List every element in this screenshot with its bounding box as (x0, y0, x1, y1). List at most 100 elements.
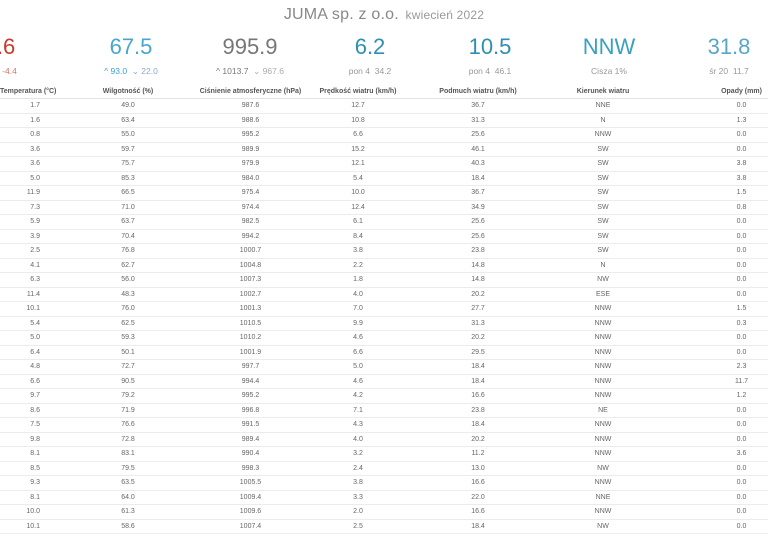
table-cell: 1010.5 (198, 316, 303, 331)
table-cell: 5.4 (0, 316, 58, 331)
arrow-up-icon: ^ (104, 66, 109, 76)
table-cell: 20.2 (413, 287, 543, 302)
table-cell: NNW (543, 388, 663, 404)
table-cell: 2.3 (663, 359, 768, 375)
table-cell: NNW (543, 330, 663, 346)
table-row: 5.9 63.7 982.5 6.1 25.6 SW 0.0 (0, 214, 768, 230)
table-cell: 40.3 (413, 156, 543, 172)
table-cell: SW (543, 229, 663, 244)
table-cell: 79.2 (58, 388, 198, 404)
table-cell: 998.3 (198, 461, 303, 476)
table-cell: 989.4 (198, 432, 303, 447)
table-row: 8.5 79.5 998.3 2.4 13.0 NW 0.0 (0, 461, 768, 476)
table-cell: 83.1 (58, 446, 198, 462)
table-cell: 59.7 (58, 142, 198, 157)
table-cell: 994.2 (198, 229, 303, 244)
table-cell: 0.0 (663, 432, 768, 447)
table-cell: 48.3 (58, 287, 198, 302)
table-row: 5.0 59.3 1010.2 4.6 20.2 NNW 0.0 (0, 330, 768, 346)
table-cell: 2.2 (303, 258, 413, 273)
table-cell: 10.1 (0, 519, 58, 534)
table-row: 7.3 71.0 974.4 12.4 34.9 SW 0.8 (0, 200, 768, 215)
table-cell: 3.8 (303, 243, 413, 259)
table-cell: N (543, 258, 663, 273)
table-cell: 3.8 (303, 475, 413, 491)
table-cell: ESE (543, 287, 663, 302)
table-row: 10.1 58.6 1007.4 2.5 18.4 NW 0.0 (0, 519, 768, 534)
table-row: 5.4 62.5 1010.5 9.9 31.3 NNW 0.3 (0, 316, 768, 331)
table-cell: 36.7 (413, 185, 543, 201)
table-cell: 12.1 (303, 156, 413, 172)
table-cell: 11.7 (663, 374, 768, 389)
table-cell: 70.4 (58, 229, 198, 244)
table-cell: 989.9 (198, 142, 303, 157)
table-cell: 34.9 (413, 200, 543, 215)
table-cell: 29.5 (413, 345, 543, 360)
humidity-min: 22.0 (141, 66, 158, 76)
table-cell: 18.4 (413, 374, 543, 389)
table-cell: 4.0 (303, 432, 413, 447)
table-cell: 988.6 (198, 113, 303, 128)
table-cell: 85.3 (58, 171, 198, 186)
table-cell: 0.0 (663, 287, 768, 302)
table-cell: 72.7 (58, 359, 198, 375)
table-cell: 18.4 (413, 359, 543, 375)
table-cell: SW (543, 156, 663, 172)
table-row: 9.8 72.8 989.4 4.0 20.2 NNW 0.0 (0, 432, 768, 447)
table-cell: 50.1 (58, 345, 198, 360)
table-cell: 56.0 (58, 272, 198, 288)
table-cell: 25.6 (413, 229, 543, 244)
table-cell: 0.0 (663, 403, 768, 418)
table-cell: NNW (543, 504, 663, 520)
table-cell: 20.2 (413, 330, 543, 346)
table-cell: 1001.3 (198, 301, 303, 317)
table-cell: 6.6 (303, 345, 413, 360)
table-cell: 1002.7 (198, 287, 303, 302)
table-cell: NNW (543, 432, 663, 447)
table-cell: 16.6 (413, 388, 543, 404)
stat-humidity-value: 67.5 (109, 34, 153, 59)
table-cell: 23.8 (413, 243, 543, 259)
table-cell: N (543, 113, 663, 128)
stat-wind-speed: 6.2 pon 4 34.2 (310, 34, 430, 76)
wind-speed-max-day: pon 4 (348, 66, 370, 76)
table-row: 8.6 71.9 996.8 7.1 23.8 NE 0.0 (0, 403, 768, 418)
table-cell: 0.0 (663, 243, 768, 259)
stat-pressure-value: 995.9 (222, 34, 278, 59)
table-cell: 11.4 (0, 287, 58, 302)
table-cell: 13.0 (413, 461, 543, 476)
table-cell: 0.0 (663, 229, 768, 244)
stat-wind-speed-value: 6.2 (354, 34, 386, 59)
table-cell: 9.8 (0, 432, 58, 447)
table-cell: 7.1 (303, 403, 413, 418)
table-cell: NNW (543, 446, 663, 462)
stat-wind-gust-value: 10.5 (468, 34, 512, 59)
table-cell: 25.6 (413, 127, 543, 143)
table-cell: 10.1 (0, 301, 58, 317)
table-cell: 1007.4 (198, 519, 303, 534)
table-cell: 76.8 (58, 243, 198, 259)
table-cell: NNW (543, 316, 663, 331)
table-cell: 12.4 (303, 200, 413, 215)
table-cell: 63.7 (58, 214, 198, 230)
table-cell: 15.2 (303, 142, 413, 157)
table-cell: 8.4 (303, 229, 413, 244)
table-cell: 0.0 (663, 98, 768, 114)
table-cell: 9.7 (0, 388, 58, 404)
table-row: 10.0 61.3 1009.6 2.0 16.6 NNW 0.0 (0, 504, 768, 520)
table-row: 2.5 76.8 1000.7 3.8 23.8 SW 0.0 (0, 243, 768, 259)
table-row: 6.3 56.0 1007.3 1.8 14.8 NW 0.0 (0, 272, 768, 288)
column-header: Kierunek wiatru (543, 84, 663, 99)
table-cell: 1001.9 (198, 345, 303, 360)
table-cell: 0.0 (663, 258, 768, 273)
table-cell: 16.6 (413, 504, 543, 520)
table-row: 3.9 70.4 994.2 8.4 25.6 SW 0.0 (0, 229, 768, 244)
table-cell: 75.7 (58, 156, 198, 172)
table-cell: 1.3 (663, 113, 768, 128)
table-cell: 2.0 (303, 504, 413, 520)
wind-gust-max-day: pon 4 (468, 66, 490, 76)
table-cell: NNW (543, 127, 663, 143)
table-cell: NNE (543, 490, 663, 505)
table-cell: 2.5 (303, 519, 413, 534)
